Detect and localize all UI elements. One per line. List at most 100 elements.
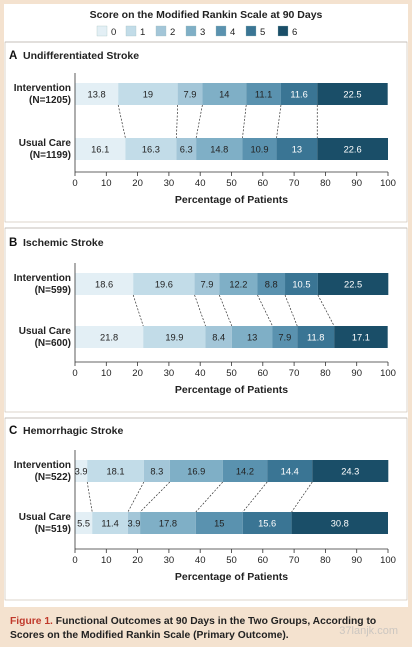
bar-segment-2 bbox=[177, 83, 203, 105]
data-label: 7.9 bbox=[200, 280, 213, 290]
bar-segment-6 bbox=[317, 273, 389, 295]
x-tick-label: 80 bbox=[320, 555, 331, 566]
panel-letter-B: B bbox=[9, 237, 17, 249]
x-tick-label: 80 bbox=[320, 178, 331, 189]
legend-swatch-4 bbox=[215, 25, 227, 37]
x-axis-label: Percentage of Patients bbox=[175, 384, 288, 396]
group-n: (N=599) bbox=[35, 285, 71, 296]
x-tick-label: 80 bbox=[320, 368, 331, 379]
caption-text-line-1: Functional Outcomes at 90 Days in the Tw… bbox=[56, 616, 376, 627]
group-n: (N=522) bbox=[35, 472, 71, 483]
panel-title: Ischemic Stroke bbox=[23, 237, 104, 249]
x-tick-label: 100 bbox=[380, 368, 396, 379]
legend-label-6: 6 bbox=[292, 27, 297, 38]
legend-swatch-2 bbox=[155, 25, 167, 37]
bar-segment-3 bbox=[219, 273, 258, 295]
bar-segment-6 bbox=[317, 83, 388, 105]
x-tick-label: 50 bbox=[226, 368, 237, 379]
panel-B bbox=[4, 227, 408, 413]
data-label: 11.4 bbox=[101, 519, 118, 529]
bar-segment-6 bbox=[334, 326, 388, 348]
figure-caption: Figure 1. Functional Outcomes at 90 Days… bbox=[10, 616, 376, 627]
caption-text-line-2: Scores on the Modified Rankin Scale (Pri… bbox=[10, 630, 289, 641]
legend-swatch-3 bbox=[185, 25, 197, 37]
x-tick-label: 40 bbox=[195, 368, 206, 379]
legend-swatch-5 bbox=[245, 25, 257, 37]
bar-segment-3 bbox=[169, 460, 223, 482]
legend-label-4: 4 bbox=[230, 27, 235, 38]
group-label: Intervention bbox=[14, 460, 71, 471]
legend-swatch-0 bbox=[96, 25, 108, 37]
data-label: 14.2 bbox=[236, 467, 254, 477]
data-label: 16.3 bbox=[142, 145, 160, 155]
legend-swatch-6 bbox=[277, 25, 289, 37]
data-label: 10.5 bbox=[292, 280, 310, 290]
group-n: (N=519) bbox=[35, 524, 71, 535]
data-label: 16.9 bbox=[187, 467, 205, 477]
data-label: 7.9 bbox=[184, 90, 197, 100]
bar-segment-5 bbox=[280, 83, 318, 105]
x-tick-label: 60 bbox=[258, 555, 269, 566]
connector-line bbox=[317, 294, 335, 327]
legend-label-5: 5 bbox=[260, 27, 265, 38]
bar-segment-2 bbox=[143, 460, 170, 482]
data-label: 17.1 bbox=[352, 333, 370, 343]
data-label: 11.1 bbox=[255, 90, 272, 100]
x-tick-label: 20 bbox=[132, 368, 143, 379]
bar-segment-4 bbox=[246, 83, 281, 105]
x-tick-label: 50 bbox=[226, 178, 237, 189]
bar-segment-0 bbox=[75, 273, 134, 295]
connector-line bbox=[127, 481, 145, 513]
bar-segment-2 bbox=[194, 273, 220, 295]
data-label: 14 bbox=[219, 90, 229, 100]
data-label: 3.9 bbox=[128, 519, 141, 529]
x-tick-label: 20 bbox=[132, 178, 143, 189]
caption-label: Figure 1. bbox=[10, 616, 56, 627]
bar-segment-4 bbox=[242, 138, 277, 160]
data-label: 22.5 bbox=[344, 280, 362, 290]
group-n: (N=1199) bbox=[30, 150, 71, 161]
bar-segment-1 bbox=[118, 83, 178, 105]
data-label: 8.8 bbox=[265, 280, 278, 290]
x-tick-label: 0 bbox=[72, 368, 77, 379]
data-label: 5.5 bbox=[77, 519, 90, 529]
bar-segment-0 bbox=[75, 83, 119, 105]
panel-letter-A: A bbox=[9, 50, 17, 62]
data-label: 24.3 bbox=[341, 467, 359, 477]
data-label: 18.6 bbox=[95, 280, 113, 290]
bar-segment-1 bbox=[125, 138, 177, 160]
x-tick-label: 30 bbox=[164, 178, 175, 189]
data-label: 18.1 bbox=[106, 467, 124, 477]
x-tick-label: 30 bbox=[164, 555, 175, 566]
data-label: 10.9 bbox=[250, 145, 268, 155]
data-label: 8.4 bbox=[212, 333, 225, 343]
group-label: Usual Care bbox=[19, 138, 72, 149]
data-label: 11.8 bbox=[307, 333, 324, 343]
data-label: 13 bbox=[247, 333, 257, 343]
panel-C bbox=[4, 417, 408, 601]
x-tick-label: 90 bbox=[351, 555, 362, 566]
data-label: 30.8 bbox=[331, 519, 349, 529]
group-label: Usual Care bbox=[19, 326, 72, 337]
watermark: 37lanjk.com bbox=[339, 625, 398, 637]
x-tick-label: 10 bbox=[101, 178, 112, 189]
x-tick-label: 50 bbox=[226, 555, 237, 566]
bar-segment-5 bbox=[242, 512, 292, 534]
connector-line bbox=[194, 294, 206, 327]
bar-segment-5 bbox=[276, 138, 318, 160]
data-label: 6.3 bbox=[180, 145, 193, 155]
connector-line bbox=[257, 294, 273, 327]
x-axis-label: Percentage of Patients bbox=[175, 194, 288, 206]
bar-segment-6 bbox=[291, 512, 388, 534]
x-tick-label: 10 bbox=[101, 555, 112, 566]
bar-segment-6 bbox=[317, 138, 388, 160]
data-label: 13.8 bbox=[88, 90, 106, 100]
bar-segment-2 bbox=[205, 326, 232, 348]
bar-segment-5 bbox=[297, 326, 335, 348]
x-tick-label: 70 bbox=[289, 178, 300, 189]
x-tick-label: 60 bbox=[258, 368, 269, 379]
bar-segment-2 bbox=[127, 512, 141, 534]
bar-segment-3 bbox=[231, 326, 273, 348]
data-label: 15 bbox=[214, 519, 224, 529]
